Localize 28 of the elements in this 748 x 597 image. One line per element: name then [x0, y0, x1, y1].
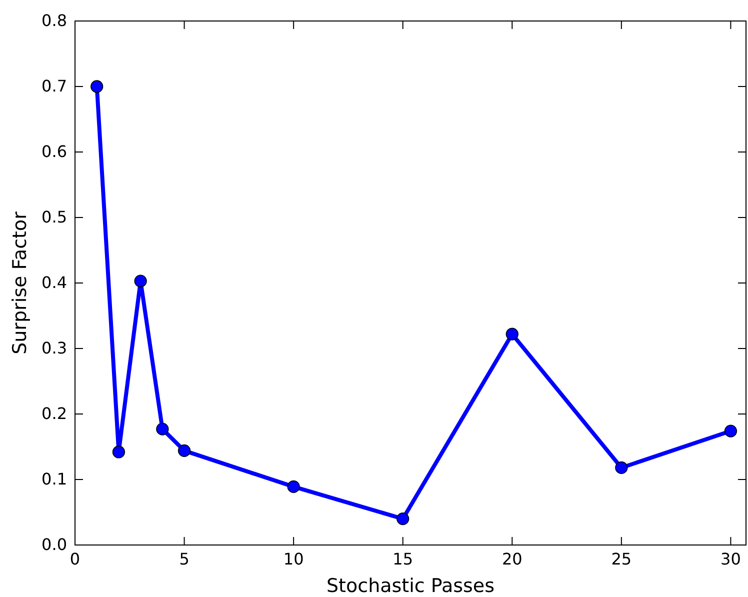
y-tick-label: 0.5	[42, 208, 67, 227]
y-tick-label: 0.7	[42, 76, 67, 96]
point	[90, 80, 104, 93]
y-axis-title: Surprise Factor	[9, 211, 31, 354]
point	[156, 422, 169, 436]
y-tick-label: 0.2	[42, 404, 67, 424]
y-tick-label: 0.8	[42, 11, 67, 30]
point	[724, 424, 738, 438]
point	[287, 480, 300, 494]
y-tick-label: 0.6	[42, 142, 67, 162]
point	[112, 446, 126, 458]
x-tick-label: 15	[392, 549, 414, 568]
point	[178, 444, 191, 457]
x-tick-label: 10	[283, 549, 304, 568]
x-axis-title: Stochastic Passes	[326, 575, 495, 597]
x-tick-label: 30	[720, 549, 741, 568]
x-tick-label: 5	[179, 549, 190, 568]
point	[396, 512, 410, 526]
x-tick-label: 25	[611, 549, 632, 568]
y-tick-label: 0.1	[42, 470, 67, 489]
x-tick-label: 0	[70, 549, 80, 568]
point	[506, 328, 518, 340]
point	[615, 461, 628, 474]
y-tick-label: 0.0	[42, 535, 67, 554]
x-tick-label: 20	[502, 549, 522, 568]
y-tick-label: 0.3	[42, 338, 67, 358]
point	[134, 274, 147, 288]
y-tick-label: 0.4	[42, 273, 67, 292]
